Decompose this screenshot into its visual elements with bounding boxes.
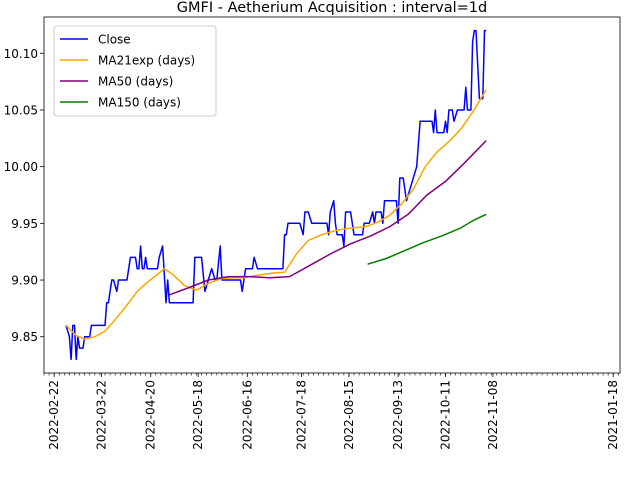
x-tick-label: 2021-01-18 (606, 380, 620, 450)
x-tick-label: 2022-07-18 (295, 380, 309, 450)
x-tick-label: 2022-02-22 (47, 380, 61, 450)
plot-area-frame (43, 16, 621, 374)
plot-marks (65, 29, 487, 361)
x-tick-label: 2022-03-22 (95, 380, 109, 450)
series-line-ma50-days (169, 140, 487, 296)
y-tick-label: 10.00 (4, 160, 38, 174)
legend-label-ma21exp-days: MA21exp (days) (98, 54, 195, 68)
legend-label-close: Close (98, 33, 131, 47)
y-tick-label: 10.10 (4, 47, 38, 61)
axes: 9.85 9.90 9.95 10.00 10.05 10.10 2022-02-22 202… (4, 47, 621, 450)
x-tick-label: 2022-08-15 (342, 380, 356, 450)
y-tick-label: 9.90 (11, 274, 38, 288)
legend: Close MA21exp (days) MA50 (days) MA150 (day… (53, 25, 217, 117)
y-tick-label: 9.85 (11, 330, 38, 344)
series-line-ma21exp-days (65, 89, 487, 340)
x-tick-label: 2022-06-16 (240, 380, 254, 450)
x-tick-label: 2022-11-08 (486, 380, 500, 450)
series-line-ma150-days (367, 213, 487, 265)
x-tick-label: 2022-10-11 (439, 380, 453, 450)
x-tick-label: 2022-09-13 (391, 380, 405, 450)
y-tick-label: 10.05 (4, 103, 38, 117)
legend-box (53, 25, 217, 117)
x-tick-label: 2022-04-20 (144, 380, 158, 450)
series-line-close (65, 29, 487, 361)
chart-title: GMFI - Aetherium Acquisition : interval=… (177, 0, 488, 16)
legend-label-ma150-days: MA150 (days) (98, 96, 181, 110)
legend-label-ma50-days: MA50 (days) (98, 75, 173, 89)
x-tick-label: 2022-05-18 (191, 380, 205, 450)
y-tick-label: 9.95 (11, 217, 38, 231)
